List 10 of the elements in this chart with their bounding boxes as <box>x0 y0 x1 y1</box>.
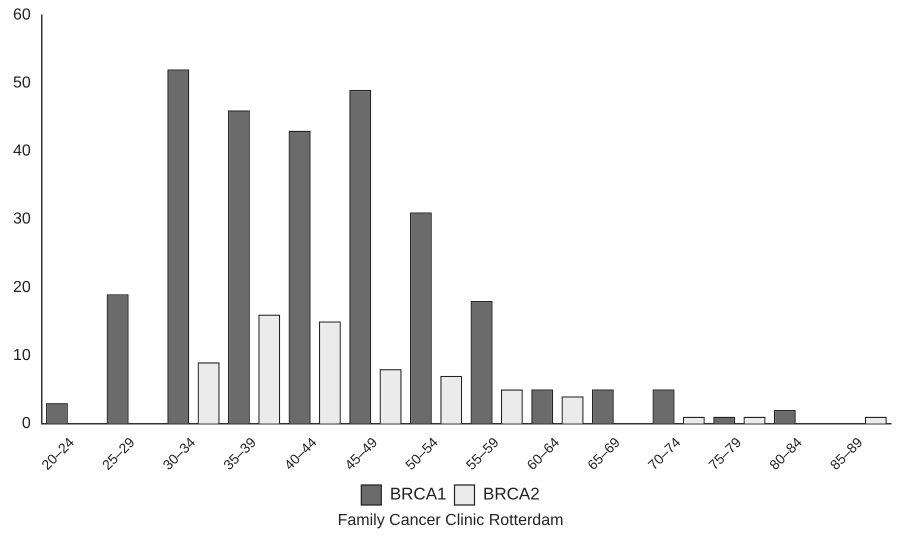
legend-label: BRCA1 <box>390 484 446 504</box>
y-tick-label: 60 <box>13 6 31 24</box>
y-tick-label: 10 <box>13 346 31 364</box>
y-tick-label: 20 <box>13 278 31 296</box>
y-tick-label: 0 <box>22 415 31 432</box>
text: Family Cancer Clinic Rotterdam <box>336 512 564 530</box>
y-tick-label: 40 <box>13 142 31 160</box>
y-tick-label: 30 <box>13 210 31 228</box>
y-tick-label: 50 <box>13 74 31 92</box>
legend-label: BRCA2 <box>483 484 540 504</box>
